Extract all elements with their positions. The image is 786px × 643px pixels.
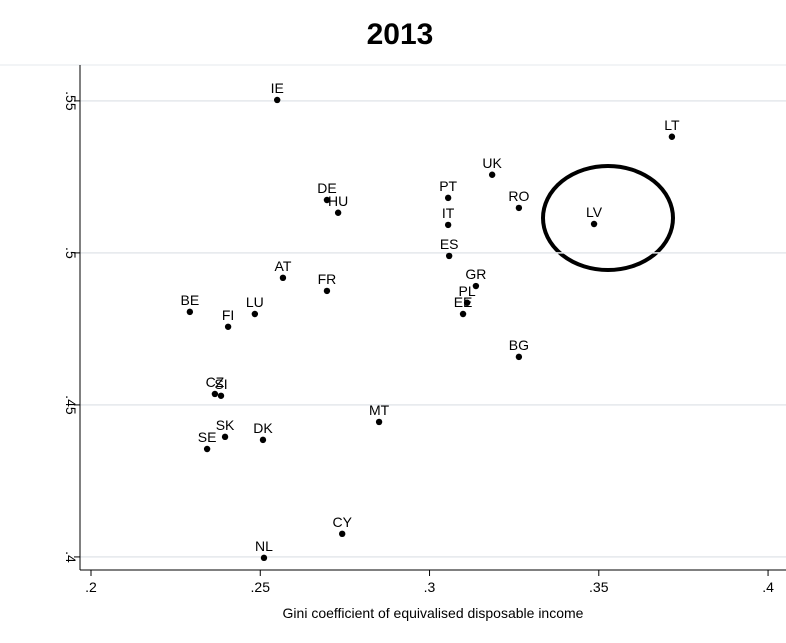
point-label: RO [508,188,529,204]
point [203,445,211,453]
point-label: FR [318,271,337,287]
point [273,96,281,104]
point-label: GR [465,266,486,282]
point-label: DE [317,180,336,196]
point-label: UK [482,155,502,171]
x-tick-label: .25 [251,579,271,595]
x-tick-label: .35 [589,579,609,595]
x-tick-label: .3 [424,579,436,595]
point [186,308,194,316]
y-tick-label: .5 [63,247,79,259]
point [459,310,467,318]
point [444,221,452,229]
chart-title: 2013 [367,18,434,51]
point-label: SI [214,376,227,392]
point [259,436,267,444]
point [211,390,219,398]
point-label: ES [440,236,459,252]
point-label: AT [275,258,292,274]
point [488,171,496,178]
x-tick-label: .4 [762,579,774,595]
point [224,323,232,330]
point [334,209,342,216]
point [375,418,383,426]
point [217,392,225,399]
point-label: DK [253,420,273,436]
point-label: SK [216,417,235,433]
point-label: PL [459,283,476,299]
x-axis-title: Gini coefficient of equivalised disposab… [283,605,584,621]
point [323,196,331,204]
point [279,274,287,282]
point [472,282,480,290]
point-label: LU [246,294,264,310]
y-tick-label: .55 [63,91,79,111]
highlight-ellipse [541,164,675,272]
y-tick-label: .4 [63,551,79,563]
point [445,252,453,260]
point [260,554,268,562]
point-label: NL [255,538,273,554]
point [323,287,331,295]
point-label: IT [442,205,455,221]
point-label: BG [509,337,529,353]
point-label: MT [369,402,390,418]
y-tick-label: .45 [63,395,79,415]
point-label: CY [332,514,352,530]
point-label: SE [198,429,217,445]
point [668,133,676,140]
point [590,220,598,228]
point [221,433,229,441]
point-label: BE [181,292,200,308]
point [444,194,452,202]
point-label: EE [454,294,473,310]
point-label: IE [271,80,284,96]
point-label: LT [664,117,680,133]
point [338,530,346,538]
point-label: FI [222,307,234,323]
x-tick-label: .2 [85,579,97,595]
point [463,299,471,306]
point [515,204,523,212]
point-label: PT [439,178,457,194]
point-label: CZ [206,374,225,390]
point [251,310,259,318]
point-label: LV [586,204,603,220]
point-label: HU [328,193,348,209]
point [515,353,523,361]
